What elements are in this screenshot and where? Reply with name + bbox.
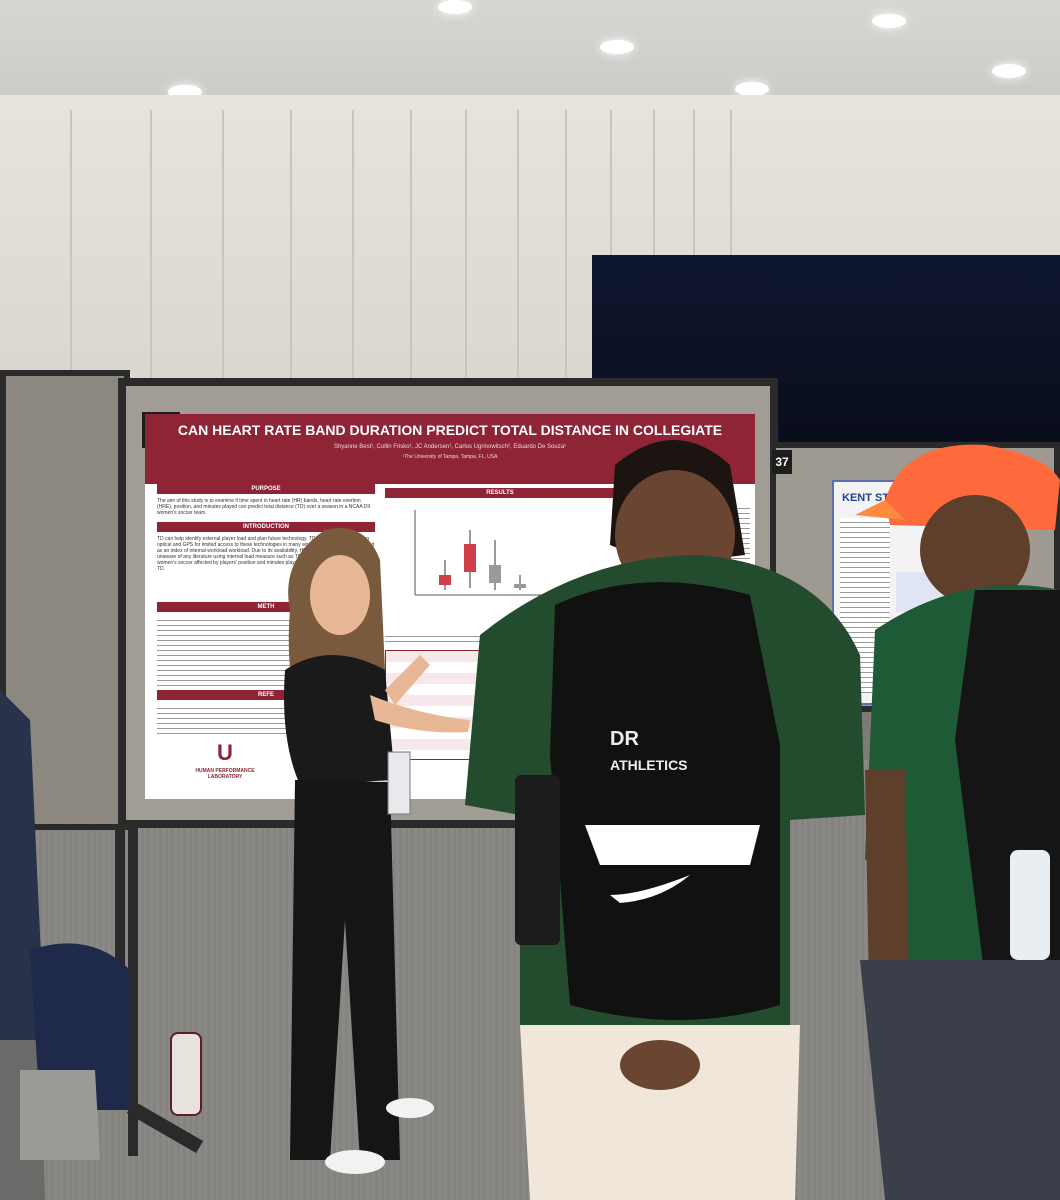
ceiling-light	[735, 82, 769, 96]
gray-bag	[20, 1070, 100, 1160]
cap-brim	[855, 500, 905, 520]
poster-title: CAN HEART RATE BAND DURATION PREDICT TOT…	[177, 422, 723, 438]
presenter-badge	[387, 751, 411, 815]
box	[464, 544, 476, 572]
colorful-cap	[885, 444, 1060, 530]
section-methods: METH	[157, 602, 375, 612]
attendee-hands	[620, 1040, 700, 1090]
section-results: RESULTS	[385, 488, 615, 498]
box	[439, 575, 451, 585]
water-bottle	[515, 775, 560, 945]
ceiling-light	[438, 0, 472, 14]
attendee-backpack-person: DR ATHLETICS	[465, 440, 865, 1200]
presenter-shoe	[386, 1098, 434, 1118]
poster-number-badge-37: 37	[772, 450, 792, 474]
attendee-shorts	[520, 1025, 800, 1200]
backpack-brand-text: ATHLETICS	[610, 757, 688, 773]
backpack-monogram: DR	[610, 728, 639, 750]
section-references: REFE	[157, 690, 375, 700]
navy-bag	[30, 943, 130, 1110]
swoosh-logo	[610, 875, 690, 903]
water-bottle	[1010, 850, 1050, 960]
wall-seam	[290, 110, 292, 410]
poster-affiliation: ¹The University of Tampa, Tampa, FL, USA	[402, 454, 498, 460]
introduction-text: TD can help identify external player loa…	[157, 536, 375, 572]
black-backpack	[550, 582, 780, 1020]
presenter-shirt	[284, 655, 395, 785]
wall-seam	[465, 110, 467, 410]
wall-seam	[352, 110, 354, 410]
section-purpose: PURPOSE	[157, 484, 375, 494]
presenter-face	[310, 555, 370, 635]
ceiling-light	[600, 40, 634, 54]
wall-seam	[565, 110, 567, 410]
presenter-shoe	[325, 1150, 385, 1174]
water-bottle-floor	[170, 1032, 202, 1116]
partial-person-left	[0, 690, 130, 1200]
presenter-person	[284, 528, 470, 1174]
attendee-head	[920, 495, 1030, 605]
board-leg	[115, 826, 125, 1056]
box	[489, 565, 501, 583]
wall-seam	[410, 110, 412, 410]
board-leg	[128, 826, 138, 1156]
backpack-white-panel	[585, 825, 760, 865]
section-introduction: INTRODUCTION	[157, 522, 375, 532]
attendee-cap-person	[855, 444, 1060, 1200]
purpose-text: The aim of this study is to examine if t…	[157, 498, 371, 516]
box	[514, 584, 526, 588]
presenter-pants	[290, 780, 400, 1160]
attendee-pants	[860, 960, 1060, 1200]
presenter-raised-arm	[385, 655, 430, 705]
wall-seam	[222, 110, 224, 410]
poster-authors: Shyanne Best¹, Collin Frisko¹, JC Anders…	[333, 444, 567, 450]
wall-seam	[70, 110, 72, 410]
ceiling-light	[992, 64, 1026, 78]
logo-text: HUMAN PERFORMANCE LABORATORY	[195, 768, 255, 780]
wall-seam	[150, 110, 152, 410]
university-logo: U	[217, 740, 233, 765]
ceiling-light	[872, 14, 906, 28]
wall-seam	[517, 110, 519, 410]
